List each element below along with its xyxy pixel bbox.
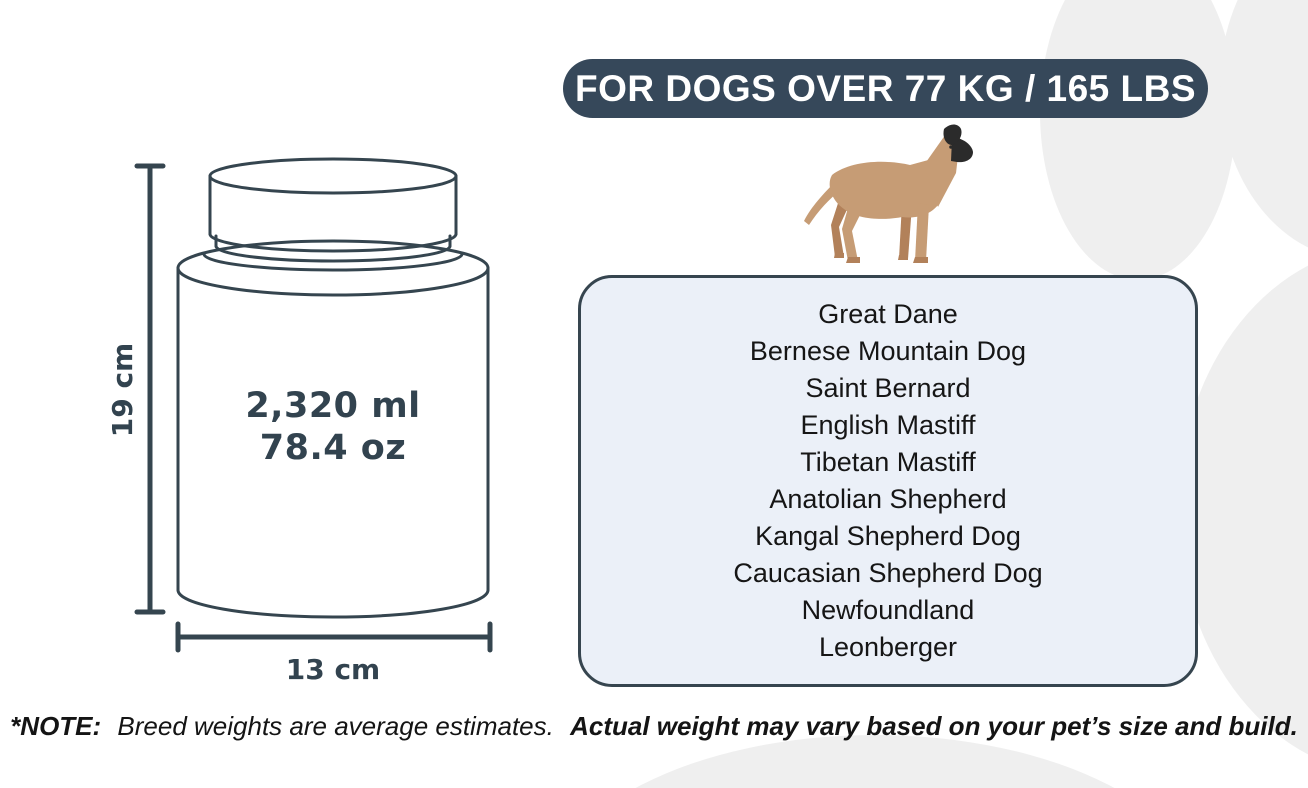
breed-list-panel: Great Dane Bernese Mountain Dog Saint Be… (578, 275, 1198, 687)
paw-toe-shape (1040, 0, 1236, 280)
breed-item: English Mastiff (800, 410, 976, 440)
width-value-label: 13 cm (285, 653, 381, 686)
breed-item: Kangal Shepherd Dog (755, 521, 1021, 551)
footnote-prefix: *NOTE: (10, 711, 102, 741)
breed-item: Great Dane (818, 299, 958, 329)
breed-item: Bernese Mountain Dog (749, 336, 1027, 366)
volume-ml-label: 2,320 ml (245, 386, 421, 426)
footnote: *NOTE: Breed weights are average estimat… (0, 711, 1308, 742)
breed-item: Anatolian Shepherd (769, 484, 1007, 514)
breed-item: Caucasian Shepherd Dog (733, 558, 1043, 588)
weight-class-title: FOR DOGS OVER 77 KG / 165 LBS (574, 67, 1197, 109)
footnote-emphasis-text: Actual weight may vary based on your pet… (570, 711, 1298, 741)
breed-item: Tibetan Mastiff (800, 447, 976, 477)
paw-pad-shape (1178, 265, 1308, 755)
height-value-label: 19 cm (106, 342, 139, 438)
breed-item: Newfoundland (801, 595, 975, 625)
height-dimension-line (134, 163, 166, 615)
paw-pad-shape (635, 735, 1115, 788)
weight-class-banner: FOR DOGS OVER 77 KG / 165 LBS (563, 59, 1208, 118)
great-dane-icon (804, 124, 973, 263)
breed-item: Leonberger (818, 632, 958, 662)
container-diagram (134, 157, 493, 653)
volume-oz-label: 78.4 oz (259, 428, 407, 468)
jar-outline (176, 157, 490, 619)
footnote-regular-text: Breed weights are average estimates. (117, 711, 554, 741)
paw-toe-shape (1220, 0, 1308, 248)
width-dimension-line (175, 621, 493, 653)
breed-item: Saint Bernard (805, 373, 971, 403)
